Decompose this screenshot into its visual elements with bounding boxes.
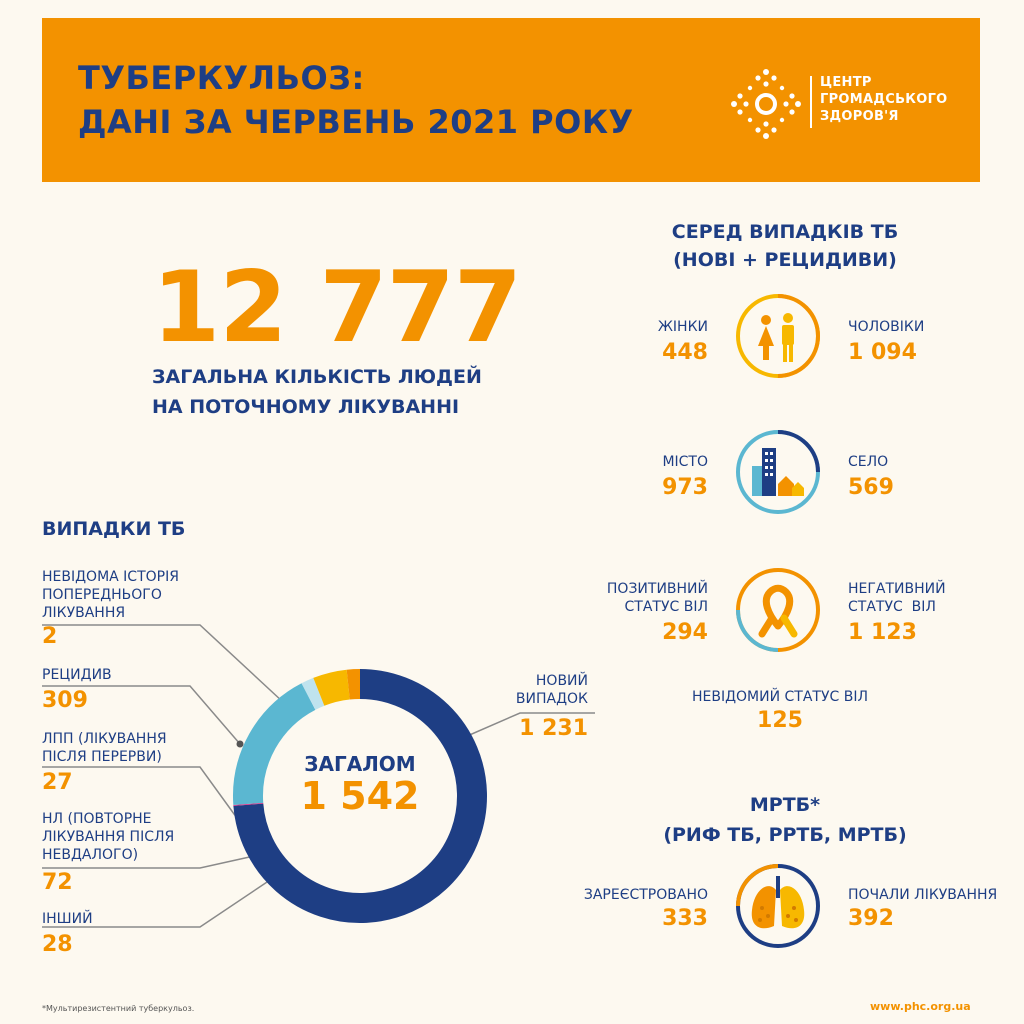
connector-after-break: [42, 766, 251, 837]
connector-relapse: [42, 685, 241, 745]
logo-line-2: ГРОМАДСЬКОГО: [820, 92, 948, 107]
case-value-unknown-history: 2: [42, 624, 58, 649]
cases-heading: ВИПАДКИ ТБ: [42, 518, 186, 540]
case-value-other: 28: [42, 932, 73, 957]
connector-unknown-history: [42, 624, 284, 703]
village-label: СЕЛО: [848, 454, 889, 470]
hiv-unknown-label: НЕВІДОМИЙ СТАТУС ВІЛ: [691, 689, 868, 705]
men-label: ЧОЛОВІКИ: [848, 319, 925, 335]
header-banner: [42, 18, 980, 182]
donut-slice-new: [233, 669, 487, 923]
logo-icon: [731, 69, 801, 139]
gender-ring-icon: [736, 294, 820, 378]
ribbon-icon: [758, 584, 798, 638]
lungs-icon: [751, 876, 805, 929]
hiv-negative-label-line-1: НЕГАТИВНИЙ: [848, 581, 946, 597]
connector-after-failure: [42, 855, 255, 869]
logo-text: ЦЕНТР ГРОМАДСЬКОГО ЗДОРОВ'Я: [820, 74, 948, 125]
logo-line-1: ЦЕНТР: [820, 75, 872, 90]
case-label-after-failure: НЛ (ПОВТОРНЕ ЛІКУВАННЯ ПІСЛЯ НЕВДАЛОГО): [42, 811, 175, 863]
mdr-started-label: ПОЧАЛИ ЛІКУВАННЯ: [848, 887, 998, 903]
footnote: *Мультирезистентний туберкульоз.: [42, 1004, 195, 1013]
case-label-unknown-history: НЕВІДОМА ІСТОРІЯ ПОПЕРЕДНЬОГО ЛІКУВАННЯ: [42, 569, 179, 621]
men-value: 1 094: [848, 340, 917, 365]
woman-icon: [758, 315, 774, 360]
total-label-line-1: ЗАГАЛЬНА КІЛЬКІСТЬ ЛЮДЕЙ: [152, 366, 482, 388]
city-value: 973: [662, 475, 708, 500]
donut-total-value: 1 542: [300, 774, 420, 818]
city-label: МІСТО: [662, 454, 708, 470]
house-icon: [778, 476, 804, 496]
mdr-registered-label: ЗАРЕЄСТРОВАНО: [583, 887, 708, 903]
case-value-relapse: 309: [42, 688, 88, 713]
mdr-registered-value: 333: [662, 906, 708, 931]
hiv-negative-label-line-2: СТАТУС ВІЛ: [848, 599, 936, 615]
city-village-ring-icon: [736, 430, 820, 514]
logo-line-3: ЗДОРОВ'Я: [820, 109, 899, 124]
hiv-positive-value: 294: [662, 620, 708, 645]
mdr-started-value: 392: [848, 906, 894, 931]
total-label-line-2: НА ПОТОЧНОМУ ЛІКУВАННІ: [152, 396, 460, 418]
logo-divider: [810, 76, 812, 128]
hiv-positive-label-line-1: ПОЗИТИВНИЙ: [606, 581, 708, 597]
among-heading-line-1: СЕРЕД ВИПАДКІВ ТБ: [671, 221, 899, 243]
case-label-relapse: РЕЦИДИВ: [42, 667, 112, 683]
title-line-1: ТУБЕРКУЛЬОЗ:: [78, 59, 365, 97]
hiv-positive-label: ПОЗИТИВНИЙ СТАТУС ВІЛ: [570, 580, 708, 616]
case-value-new: 1 231: [519, 716, 588, 741]
case-label-other: ІНШИЙ: [42, 911, 93, 927]
case-value-after-failure: 72: [42, 870, 73, 895]
donut-slice-after-failure: [313, 669, 351, 706]
lungs-ring-icon: [736, 864, 820, 948]
man-icon: [782, 313, 794, 362]
women-value: 448: [662, 340, 708, 365]
mdr-heading-line-2: (РИФ ТБ, РРТБ, МРТБ): [663, 824, 907, 846]
page-title: ТУБЕРКУЛЬОЗ: ДАНІ ЗА ЧЕРВЕНЬ 2021 РОКУ: [78, 56, 634, 144]
donut-total-label: ЗАГАЛОМ: [304, 752, 416, 776]
donut-slice-other: [346, 669, 361, 700]
title-line-2: ДАНІ ЗА ЧЕРВЕНЬ 2021 РОКУ: [78, 103, 634, 141]
website-link[interactable]: www.phc.org.ua: [870, 1000, 971, 1013]
case-label-after-break: ЛПП (ЛІКУВАННЯ ПІСЛЯ ПЕРЕРВИ): [42, 731, 167, 765]
hiv-unknown-value: 125: [757, 708, 803, 733]
buildings-icon: [752, 448, 776, 496]
donut-slice-after-break: [301, 677, 325, 710]
hiv-positive-label-line-2: СТАТУС ВІЛ: [624, 599, 708, 615]
total-treatment-number: 12 777: [152, 251, 522, 365]
village-value: 569: [848, 475, 894, 500]
donut-slice-relapse: [233, 683, 316, 805]
hiv-negative-value: 1 123: [848, 620, 917, 645]
mdr-heading: МРТБ* (РИФ ТБ, РРТБ, МРТБ): [620, 790, 950, 850]
women-label: ЖІНКИ: [657, 319, 708, 335]
hiv-ring-icon: [736, 568, 820, 652]
connector-other: [42, 875, 277, 928]
total-treatment-label: ЗАГАЛЬНА КІЛЬКІСТЬ ЛЮДЕЙ НА ПОТОЧНОМУ ЛІ…: [152, 362, 482, 422]
among-heading: СЕРЕД ВИПАДКІВ ТБ (НОВІ + РЕЦИДИВИ): [640, 218, 930, 274]
connector-new: [457, 712, 595, 741]
case-label-new: НОВИЙ ВИПАДОК: [515, 673, 588, 707]
cases-donut-chart: [233, 669, 487, 923]
among-heading-line-2: (НОВІ + РЕЦИДИВИ): [673, 249, 897, 271]
mdr-heading-line-1: МРТБ*: [749, 794, 821, 816]
case-value-after-break: 27: [42, 770, 73, 795]
hiv-negative-label: НЕГАТИВНИЙ СТАТУС ВІЛ: [848, 580, 946, 616]
